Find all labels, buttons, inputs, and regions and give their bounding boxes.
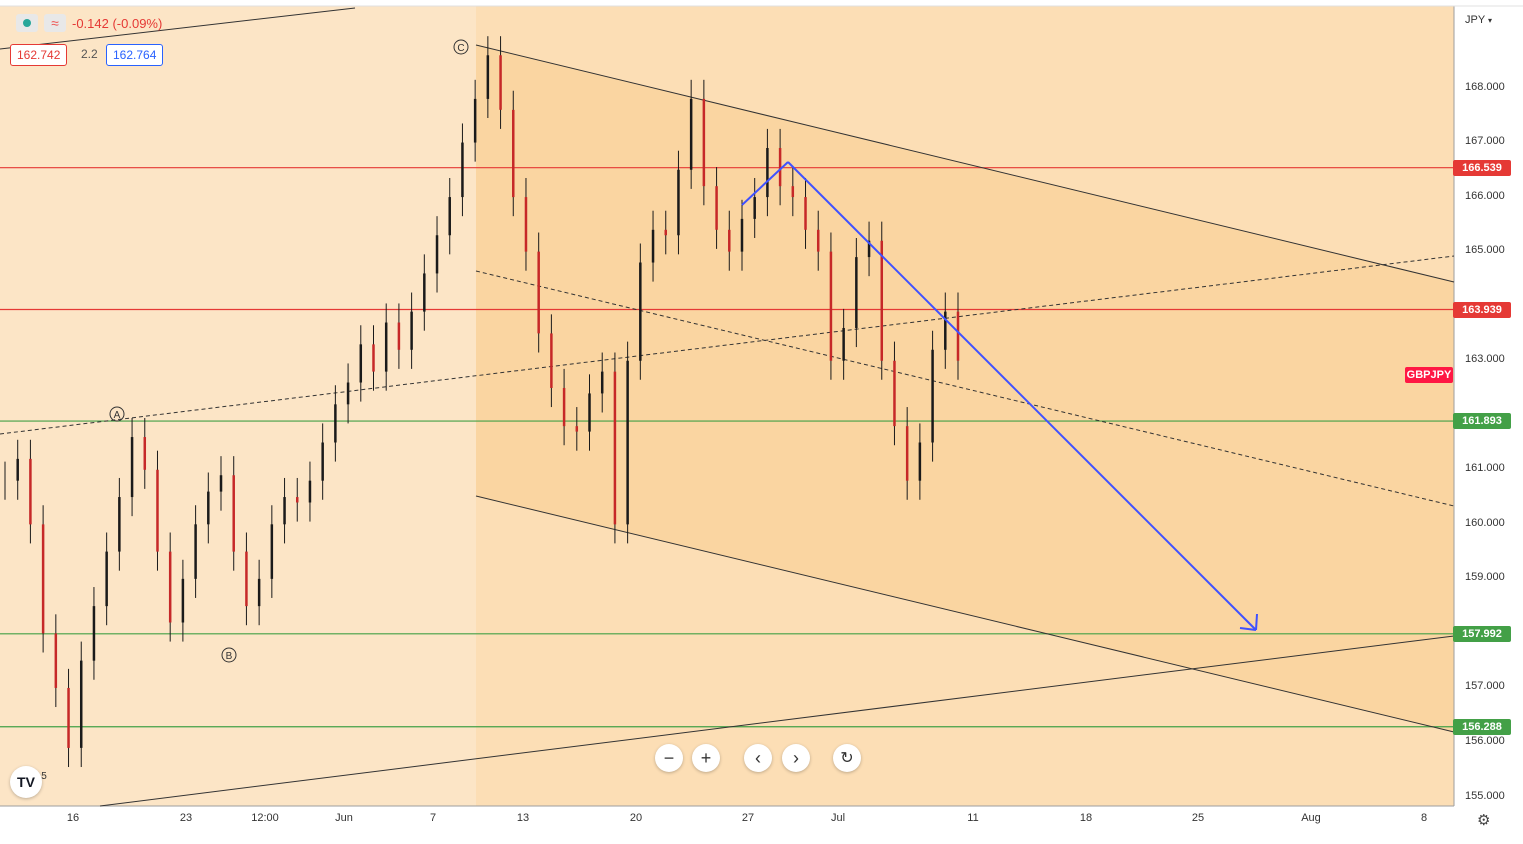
price-label-157992: 157.992 xyxy=(1453,626,1511,642)
x-tick: Jun xyxy=(335,812,353,824)
upper-trendline-left xyxy=(0,7,356,50)
y-tick: 168.000 xyxy=(1465,81,1505,93)
channel-lower-line xyxy=(475,495,1455,733)
bid-price[interactable]: 162.742 xyxy=(10,44,68,66)
gear-icon[interactable]: ⚙ xyxy=(1477,812,1491,829)
symbol-label: GBPJPY xyxy=(1405,367,1453,383)
wave-label-5: 5 xyxy=(41,771,47,782)
price-label-161893: 161.893 xyxy=(1453,413,1511,429)
svg-text:C: C xyxy=(457,43,464,54)
y-tick: 165.000 xyxy=(1465,244,1505,256)
x-tick: 7 xyxy=(429,812,437,824)
scroll-right-button[interactable]: › xyxy=(782,744,810,772)
y-tick: 159.000 xyxy=(1465,571,1505,583)
x-tick: 12:00 xyxy=(251,812,279,824)
y-tick: 163.000 xyxy=(1465,353,1505,365)
change-text: -0.142 (-0.09%) xyxy=(72,15,163,31)
x-tick: 20 xyxy=(629,812,643,824)
x-tick: Jul xyxy=(830,812,846,824)
price-label-163939: 163.939 xyxy=(1453,302,1511,318)
y-tick: 161.000 xyxy=(1465,462,1505,474)
rising-support-line xyxy=(99,635,1455,807)
y-tick: 160.000 xyxy=(1465,517,1505,529)
wave-label-b: B xyxy=(221,647,237,663)
y-tick: 156.000 xyxy=(1465,735,1505,747)
x-tick: 18 xyxy=(1079,812,1093,824)
y-tick: 167.000 xyxy=(1465,135,1505,147)
wave-label-a: A xyxy=(109,406,125,422)
price-label-166539: 166.539 xyxy=(1453,160,1511,176)
currency-menu[interactable]: JPY ▾ xyxy=(1465,14,1492,26)
y-tick: 157.000 xyxy=(1465,680,1505,692)
x-tick: 13 xyxy=(516,812,530,824)
x-tick: 8 xyxy=(1420,812,1428,824)
chevron-down-icon: ▾ xyxy=(1488,16,1493,25)
projection-segment-1 xyxy=(741,161,789,206)
header-status: ≈ -0.142 (-0.09%) xyxy=(16,14,162,32)
x-tick: 27 xyxy=(741,812,755,824)
rising-midline-dashed xyxy=(0,255,1455,435)
market-open-dot xyxy=(23,19,31,27)
tradingview-logo: TV xyxy=(10,766,42,798)
x-tick: 11 xyxy=(967,812,979,824)
market-status xyxy=(16,14,38,32)
y-tick: 155.000 xyxy=(1465,790,1505,802)
spread-value: 2.2 xyxy=(81,47,98,61)
zoom-in-button[interactable]: + xyxy=(692,744,720,772)
channel-upper-line xyxy=(475,44,1455,283)
wave-label-c: C xyxy=(453,39,469,55)
arrowhead-up xyxy=(1255,613,1258,631)
zoom-out-button[interactable]: − xyxy=(655,744,683,772)
descending-channel-fill xyxy=(476,45,1454,732)
svg-text:B: B xyxy=(226,651,233,662)
y-tick: 166.000 xyxy=(1465,190,1505,202)
x-tick: 25 xyxy=(1191,812,1205,824)
x-tick: Aug xyxy=(1301,812,1321,824)
svg-text:A: A xyxy=(114,410,121,421)
price-series xyxy=(4,36,960,768)
shaded-zone xyxy=(476,6,1454,806)
arrowhead-left xyxy=(1239,627,1257,631)
x-tick: 16 xyxy=(66,812,80,824)
x-tick: 23 xyxy=(179,812,193,824)
ask-price[interactable]: 162.764 xyxy=(106,44,164,66)
currency-label: JPY xyxy=(1465,14,1485,26)
scroll-left-button[interactable]: ‹ xyxy=(744,744,772,772)
price-label-156288: 156.288 xyxy=(1453,719,1511,735)
projection-segment-2 xyxy=(787,161,1257,631)
reset-icon[interactable]: ↻ xyxy=(833,744,861,772)
projection-arrow[interactable] xyxy=(741,161,1258,631)
svg-text:5: 5 xyxy=(41,771,47,782)
indicator-icon[interactable]: ≈ xyxy=(44,14,66,32)
